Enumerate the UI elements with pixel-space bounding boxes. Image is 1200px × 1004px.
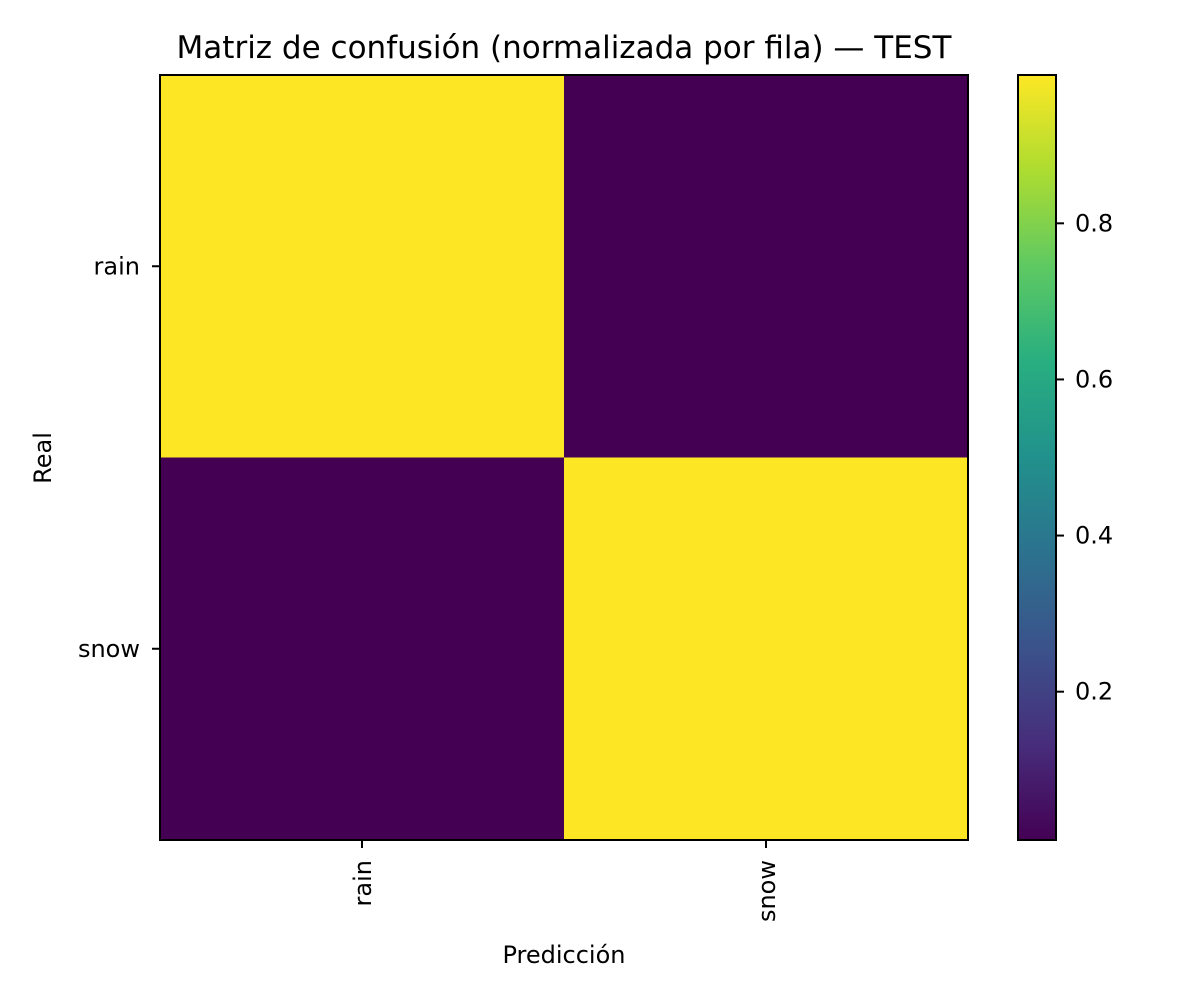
heatmap-cells: [160, 75, 969, 841]
y-axis-label: Real: [29, 432, 57, 484]
y-axis-ticks: rain snow: [78, 252, 160, 663]
colorbar-tick-label: 0.2: [1075, 678, 1113, 706]
heatmap-cell-snow-snow: [564, 457, 969, 841]
chart-title: Matriz de confusión (normalizada por fil…: [177, 30, 953, 66]
colorbar-tick-label: 0.6: [1075, 365, 1113, 393]
heatmap-cell-snow-rain: [160, 457, 565, 841]
x-axis-label: Predicción: [502, 941, 625, 969]
x-tick-label: rain: [349, 860, 377, 906]
x-axis-ticks: rain snow: [349, 840, 781, 922]
colorbar-ticks: 0.2 0.4 0.6 0.8: [1056, 209, 1113, 706]
y-tick-label: snow: [78, 635, 140, 663]
y-tick-label: rain: [94, 252, 140, 280]
plot-frame: [159, 74, 969, 841]
colorbar: [1017, 74, 1057, 841]
colorbar-tick-label: 0.4: [1075, 522, 1113, 550]
heatmap-cell-rain-snow: [564, 75, 969, 458]
heatmap-cell-rain-rain: [160, 75, 565, 458]
colorbar-tick-label: 0.8: [1075, 209, 1113, 237]
x-tick-label: snow: [753, 860, 781, 922]
